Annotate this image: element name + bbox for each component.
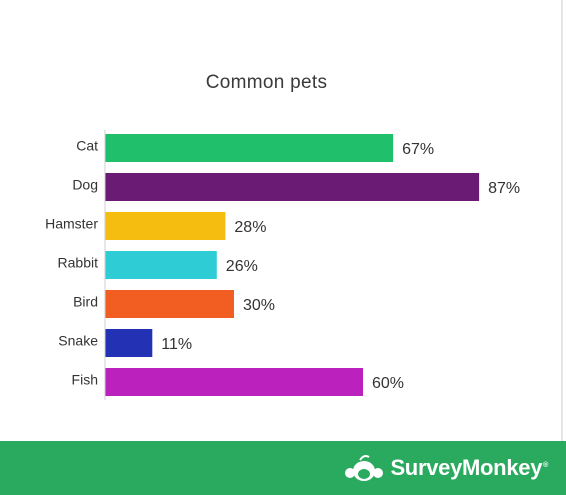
category-label: Cat <box>76 138 98 154</box>
category-label: Bird <box>73 294 98 310</box>
bar-bird[interactable] <box>105 290 234 318</box>
value-label: 87% <box>488 180 520 197</box>
chart-card: Common pets Cat 67% Dog 87% Hamster 28% Rabbit… <box>45 0 563 441</box>
chart-title: Common pets <box>205 72 328 93</box>
category-label: Dog <box>72 177 98 193</box>
surveymonkey-logo-icon <box>345 455 384 481</box>
bar-hamster[interactable] <box>105 212 226 240</box>
bar-rabbit[interactable] <box>105 251 217 279</box>
bar-chart: Cat 67% Dog 87% Hamster 28% Rabbit 26% Bird 30% Sn… <box>45 130 520 400</box>
value-label: 60% <box>372 375 404 392</box>
category-label: Fish <box>72 372 98 388</box>
category-label: Hamster <box>45 216 98 232</box>
bar-snake[interactable] <box>105 329 153 357</box>
bar-fish[interactable] <box>105 368 363 396</box>
brand[interactable]: SurveyMonkey® <box>344 454 548 482</box>
value-label: 28% <box>234 219 266 236</box>
footer-bar: SurveyMonkey® <box>0 441 566 495</box>
bar-dog[interactable] <box>105 173 480 201</box>
value-label: 30% <box>243 297 275 314</box>
value-label: 11% <box>161 336 192 353</box>
category-label: Snake <box>58 333 98 349</box>
value-label: 67% <box>402 141 434 158</box>
value-label: 26% <box>226 258 258 275</box>
brand-name: SurveyMonkey® <box>390 455 548 480</box>
category-label: Rabbit <box>58 255 99 271</box>
bar-cat[interactable] <box>105 134 394 162</box>
